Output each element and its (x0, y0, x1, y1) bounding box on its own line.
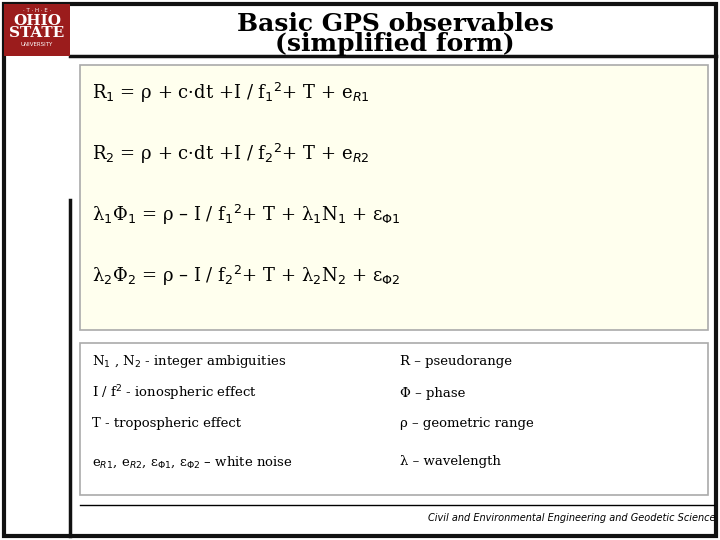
Text: STATE: STATE (9, 26, 65, 40)
Text: Φ – phase: Φ – phase (400, 387, 465, 400)
Bar (4, 4, 70, 56)
Text: Civil and Environmental Engineering and Geodetic Science: Civil and Environmental Engineering and … (428, 513, 716, 523)
Text: (simplified form): (simplified form) (275, 32, 515, 56)
Text: ρ – geometric range: ρ – geometric range (400, 417, 534, 430)
Text: R – pseudorange: R – pseudorange (400, 355, 512, 368)
Text: OHIO: OHIO (13, 14, 61, 28)
Text: λ$_{2}$Φ$_{2}$ = ρ – I / f$_{2}$$^{2}$+ T + λ$_{2}$N$_{2}$ + ε$_{Φ2}$: λ$_{2}$Φ$_{2}$ = ρ – I / f$_{2}$$^{2}$+ … (92, 264, 400, 288)
Bar (80, 343, 708, 495)
Text: T - tropospheric effect: T - tropospheric effect (92, 417, 241, 430)
Text: λ$_{1}$Φ$_{1}$ = ρ – I / f$_{1}$$^{2}$+ T + λ$_{1}$N$_{1}$ + ε$_{Φ1}$: λ$_{1}$Φ$_{1}$ = ρ – I / f$_{1}$$^{2}$+ … (92, 203, 400, 227)
Text: · T · H · E ·: · T · H · E · (23, 8, 51, 12)
Text: R$_{1}$ = ρ + c·dt +I / f$_{1}$$^{2}$+ T + e$_{R1}$: R$_{1}$ = ρ + c·dt +I / f$_{1}$$^{2}$+ T… (92, 81, 369, 105)
Text: I / f$^{2}$ - ionospheric effect: I / f$^{2}$ - ionospheric effect (92, 383, 257, 403)
Text: UNIVERSITY: UNIVERSITY (21, 42, 53, 46)
Text: e$_{R1}$, e$_{R2}$, ε$_{Φ1}$, ε$_{Φ2}$ – white noise: e$_{R1}$, e$_{R2}$, ε$_{Φ1}$, ε$_{Φ2}$ –… (92, 454, 293, 470)
Text: λ – wavelength: λ – wavelength (400, 456, 501, 469)
Text: N$_{1}$ , N$_{2}$ - integer ambiguities: N$_{1}$ , N$_{2}$ - integer ambiguities (92, 354, 287, 370)
Bar (80, 65, 708, 330)
Text: Basic GPS observables: Basic GPS observables (237, 12, 554, 36)
Text: R$_{2}$ = ρ + c·dt +I / f$_{2}$$^{2}$+ T + e$_{R2}$: R$_{2}$ = ρ + c·dt +I / f$_{2}$$^{2}$+ T… (92, 142, 369, 166)
